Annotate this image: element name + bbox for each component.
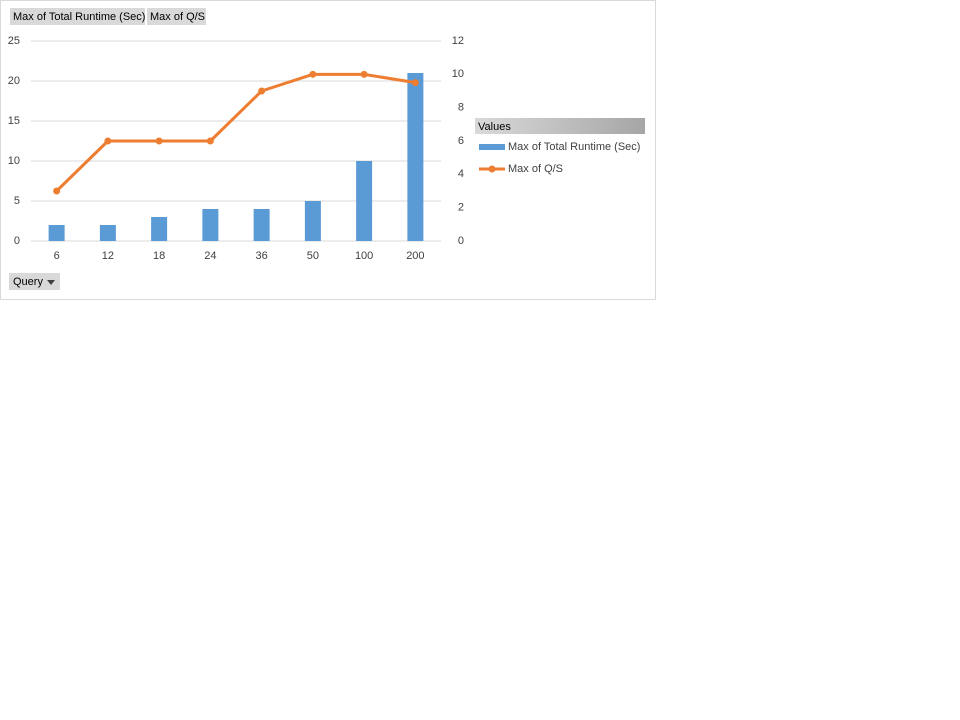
y-tick-label: 25 — [8, 35, 20, 47]
bar — [253, 209, 270, 241]
field-button[interactable] — [10, 8, 145, 25]
bar — [48, 225, 65, 241]
legend-swatch — [479, 144, 505, 150]
line-marker — [411, 79, 419, 87]
y2-tick-label: 8 — [458, 102, 464, 114]
field-button[interactable] — [147, 8, 206, 25]
axis-field-button[interactable] — [9, 273, 60, 290]
field-button-label: Max of Q/S — [150, 11, 205, 23]
legend-label: Max of Total Runtime (Sec) — [508, 141, 640, 153]
x-tick-label: 36 — [256, 250, 268, 262]
bar — [356, 161, 373, 241]
line-marker — [360, 70, 368, 78]
line-marker — [104, 137, 112, 145]
x-tick-label: 18 — [153, 250, 165, 262]
x-tick-label: 6 — [54, 250, 60, 262]
x-tick-label: 200 — [406, 250, 424, 262]
legend-title-bar — [475, 118, 645, 134]
legend-title: Values — [478, 121, 511, 133]
bar — [151, 217, 168, 241]
line-marker — [155, 137, 163, 145]
chart-area — [0, 0, 656, 300]
y-tick-label: 20 — [8, 75, 20, 87]
x-tick-label: 100 — [355, 250, 373, 262]
x-tick-label: 12 — [102, 250, 114, 262]
y2-tick-label: 4 — [458, 168, 464, 180]
bar — [99, 225, 116, 241]
legend-label: Max of Q/S — [508, 163, 563, 175]
line-marker — [53, 187, 61, 195]
y2-tick-label: 12 — [452, 35, 464, 47]
bar — [304, 201, 321, 241]
y2-tick-label: 6 — [458, 135, 464, 147]
dropdown-arrow — [47, 280, 55, 285]
y2-tick-label: 10 — [452, 68, 464, 80]
y-tick-label: 15 — [8, 115, 20, 127]
field-button-label: Max of Total Runtime (Sec) — [13, 11, 145, 23]
line-marker — [206, 137, 214, 145]
x-tick-label: 24 — [204, 250, 216, 262]
legend-swatch-marker — [488, 165, 496, 173]
line-marker — [258, 87, 266, 95]
y2-tick-label: 2 — [458, 202, 464, 214]
line — [55, 72, 416, 193]
bar — [407, 73, 424, 241]
axis-field-label: Query — [13, 276, 43, 288]
y-tick-label: 5 — [14, 195, 20, 207]
bar — [202, 209, 219, 241]
x-tick-label: 50 — [307, 250, 319, 262]
y-tick-label: 0 — [14, 235, 20, 247]
y2-tick-label: 0 — [458, 235, 464, 247]
line-marker — [309, 70, 317, 78]
y-tick-label: 10 — [8, 155, 20, 167]
